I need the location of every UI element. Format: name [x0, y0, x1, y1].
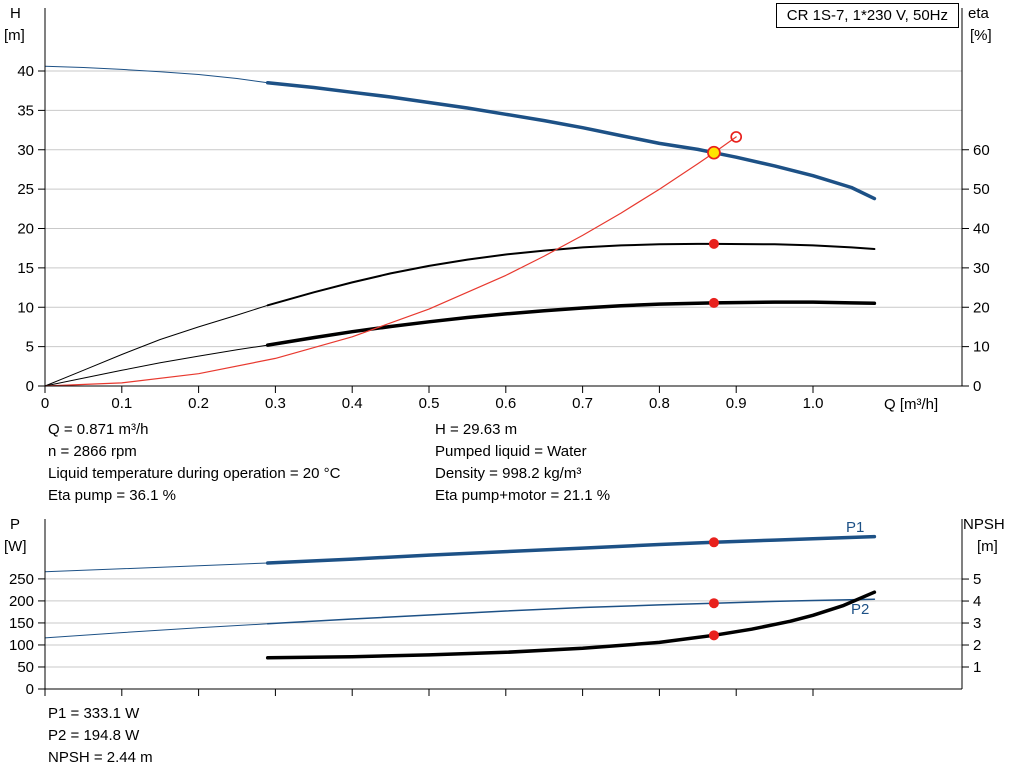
tick-label: 25 [17, 181, 34, 198]
series-qh [265, 81, 877, 201]
tick-label: 5 [973, 571, 981, 588]
npsh-axis-label: NPSH [963, 516, 1005, 533]
info-p1: P1 = 333.1 W [48, 705, 140, 722]
tick-label: 30 [973, 260, 990, 277]
p2-curve-label: P2 [851, 601, 870, 618]
tick-label: 0.4 [342, 395, 363, 412]
tick-label: 2 [973, 637, 981, 654]
series-p2-min-flow [44, 623, 269, 639]
tick-label: 250 [9, 571, 34, 588]
tick-label: 100 [9, 637, 34, 654]
eta-axis-label: eta [968, 5, 989, 22]
requested-duty-marker [730, 131, 743, 143]
tick-label: 5 [26, 339, 34, 356]
operating-point-marker [708, 630, 719, 641]
operating-point-marker [708, 238, 719, 249]
tick-label: 30 [17, 142, 34, 159]
tick-label: 3 [973, 615, 981, 632]
operating-point-marker [708, 297, 719, 308]
series-p1 [265, 534, 877, 565]
info-temperature: Liquid temperature during operation = 20… [48, 465, 341, 482]
series-eta-pump-min-flow [44, 304, 269, 387]
tick-label: 10 [973, 339, 990, 356]
operating-point-marker [708, 598, 719, 609]
tick-label: 0.8 [649, 395, 670, 412]
tick-label: 1.0 [803, 395, 824, 412]
tick-label: 0.1 [111, 395, 132, 412]
tick-label: 60 [973, 142, 990, 159]
tick-label: 40 [973, 221, 990, 238]
npsh-axis-unit: [m] [977, 538, 998, 555]
info-liquid: Pumped liquid = Water [435, 443, 587, 460]
tick-label: 0 [26, 681, 34, 698]
tick-label: 40 [17, 63, 34, 80]
info-npsh: NPSH = 2.44 m [48, 749, 153, 766]
tick-label: 0.9 [726, 395, 747, 412]
tick-label: 0.6 [495, 395, 516, 412]
tick-label: 50 [973, 181, 990, 198]
h-axis-label: H [10, 5, 21, 22]
tick-label: 0 [26, 378, 34, 395]
tick-label: 20 [973, 299, 990, 316]
info-speed: n = 2866 rpm [48, 443, 137, 460]
tick-label: 200 [9, 593, 34, 610]
h-axis-unit: [m] [4, 27, 25, 44]
series-system-curve [44, 136, 737, 387]
tick-label: 150 [9, 615, 34, 632]
operating-point-marker [708, 537, 719, 548]
info-head: H = 29.63 m [435, 421, 518, 438]
p-axis-label: P [10, 516, 21, 533]
p-axis-unit: [W] [4, 538, 27, 555]
tick-label: 50 [17, 659, 34, 676]
tick-label: 4 [973, 593, 981, 610]
info-p2: P2 = 194.8 W [48, 727, 140, 744]
tick-label: 0 [973, 378, 981, 395]
series-eta-pump [266, 242, 876, 307]
series-p2 [266, 598, 876, 625]
q-axis-label: Q [m³/h] [884, 396, 939, 413]
info-eta-pump-motor: Eta pump+motor = 21.1 % [435, 487, 611, 504]
tick-label: 0.3 [265, 395, 286, 412]
series-eta-pump-motor [265, 300, 877, 347]
duty-info-left-column: Q = 0.871 m³/h n = 2866 rpm Liquid tempe… [48, 419, 340, 507]
power-info-block: P1 = 333.1 W P2 = 194.8 W NPSH = 2.44 m [48, 703, 153, 769]
pump-model-label: CR 1S-7, 1*230 V, 50Hz [775, 3, 959, 28]
tick-label: 35 [17, 102, 34, 119]
tick-label: 10 [17, 299, 34, 316]
series-npsh [265, 590, 877, 660]
tick-label: 1 [973, 659, 981, 676]
info-flow: Q = 0.871 m³/h [48, 421, 149, 438]
chart-2: 0 50 100 150 200 250 1 2 3 4 5 [9, 519, 981, 698]
tick-label: 20 [17, 221, 34, 238]
series-eta-pump-motor-min-flow [44, 344, 269, 387]
chart-1: 0 5 10 15 20 25 30 35 40 0 10 20 30 40 50 60 0 0.1 0.2 0.3 0… [17, 8, 990, 412]
duty-info-right-column: H = 29.63 m Pumped liquid = Water Densit… [435, 419, 610, 507]
duty-point-marker [707, 145, 721, 160]
tick-label: 0.5 [419, 395, 440, 412]
info-eta-pump: Eta pump = 36.1 % [48, 487, 176, 504]
info-density: Density = 998.2 kg/m³ [435, 465, 582, 482]
tick-label: 0.7 [572, 395, 593, 412]
tick-label: 0 [41, 395, 49, 412]
tick-label: 15 [17, 260, 34, 277]
p1-curve-label: P1 [846, 519, 865, 536]
series-p1-min-flow [44, 562, 269, 573]
tick-label: 0.2 [188, 395, 209, 412]
series-qh-min-flow [44, 65, 269, 84]
eta-axis-unit: [%] [970, 27, 992, 44]
